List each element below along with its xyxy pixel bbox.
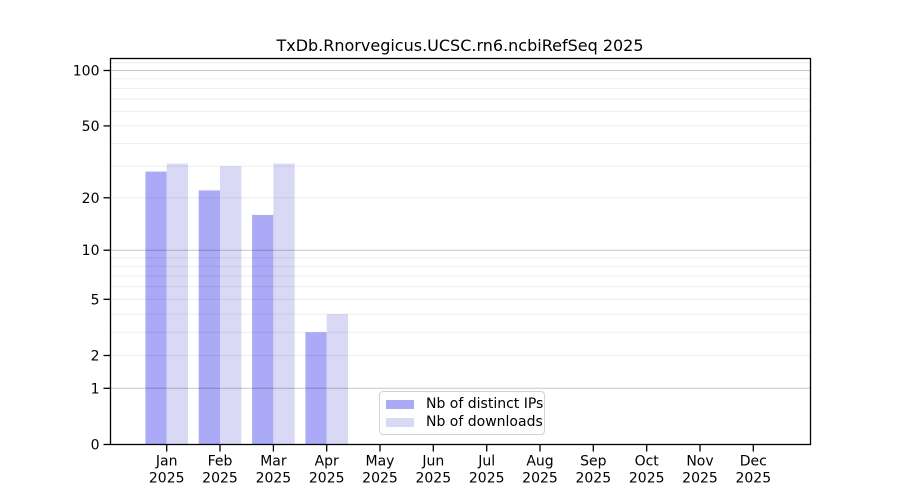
y-tick-label: 2 (91, 349, 100, 365)
bar-jan-downloads (166, 163, 188, 445)
x-tick-label-month: Feb (208, 454, 233, 470)
y-tick-label: 5 (91, 292, 100, 308)
x-tick-label-month: Sep (580, 454, 607, 470)
y-tick-label: 100 (73, 64, 100, 80)
x-tick-label-year: 2025 (522, 471, 558, 487)
x-tick-label-year: 2025 (575, 471, 611, 487)
x-tick-label-year: 2025 (682, 471, 718, 487)
bar-apr-distinct-ips (305, 332, 327, 445)
x-tick-label-year: 2025 (256, 471, 292, 487)
bar-mar-downloads (273, 163, 295, 445)
x-tick-label-year: 2025 (309, 471, 345, 487)
x-tick-label-year: 2025 (202, 471, 238, 487)
x-tick-label-month: Jan (155, 454, 178, 470)
bar-feb-distinct-ips (198, 190, 220, 445)
x-tick-label-year: 2025 (469, 471, 505, 487)
x-tick-label-month: Jul (477, 454, 495, 470)
bar-feb-downloads (220, 166, 242, 445)
x-tick-label-month: Mar (260, 454, 287, 470)
x-tick-label-year: 2025 (149, 471, 185, 487)
bar-mar-distinct-ips (252, 214, 274, 445)
y-tick-label: 1 (91, 381, 100, 397)
x-tick-label-month: Apr (315, 454, 339, 470)
y-tick-label: 0 (91, 438, 100, 454)
y-tick-label: 20 (82, 191, 100, 207)
legend-item-distinct-ips: Nb of distinct IPs (386, 395, 543, 413)
y-tick-label: 10 (82, 243, 100, 259)
legend: Nb of distinct IPs Nb of downloads (379, 391, 545, 435)
x-tick-label-month: Dec (740, 454, 767, 470)
legend-item-downloads: Nb of downloads (386, 413, 543, 431)
chart-title: TxDb.Rnorvegicus.UCSC.rn6.ncbiRefSeq 202… (276, 36, 644, 55)
legend-swatch-distinct-ips (386, 399, 414, 409)
x-tick-label-month: Jun (421, 454, 444, 470)
x-tick-label-year: 2025 (362, 471, 398, 487)
x-tick-label-month: May (366, 454, 395, 470)
bar-jan-distinct-ips (145, 171, 167, 445)
x-tick-label-month: Aug (526, 454, 553, 470)
plot-border (109, 57, 812, 446)
bar-apr-downloads (326, 314, 348, 445)
y-tick-label: 50 (82, 119, 100, 135)
x-tick-label-month: Nov (686, 454, 713, 470)
x-tick-label-month: Oct (635, 454, 660, 470)
x-tick-label-year: 2025 (415, 471, 451, 487)
legend-label-downloads: Nb of downloads (426, 414, 543, 430)
legend-swatch-downloads (386, 417, 414, 427)
legend-label-distinct-ips: Nb of distinct IPs (426, 396, 544, 412)
x-tick-label-year: 2025 (629, 471, 665, 487)
x-tick-label-year: 2025 (735, 471, 771, 487)
